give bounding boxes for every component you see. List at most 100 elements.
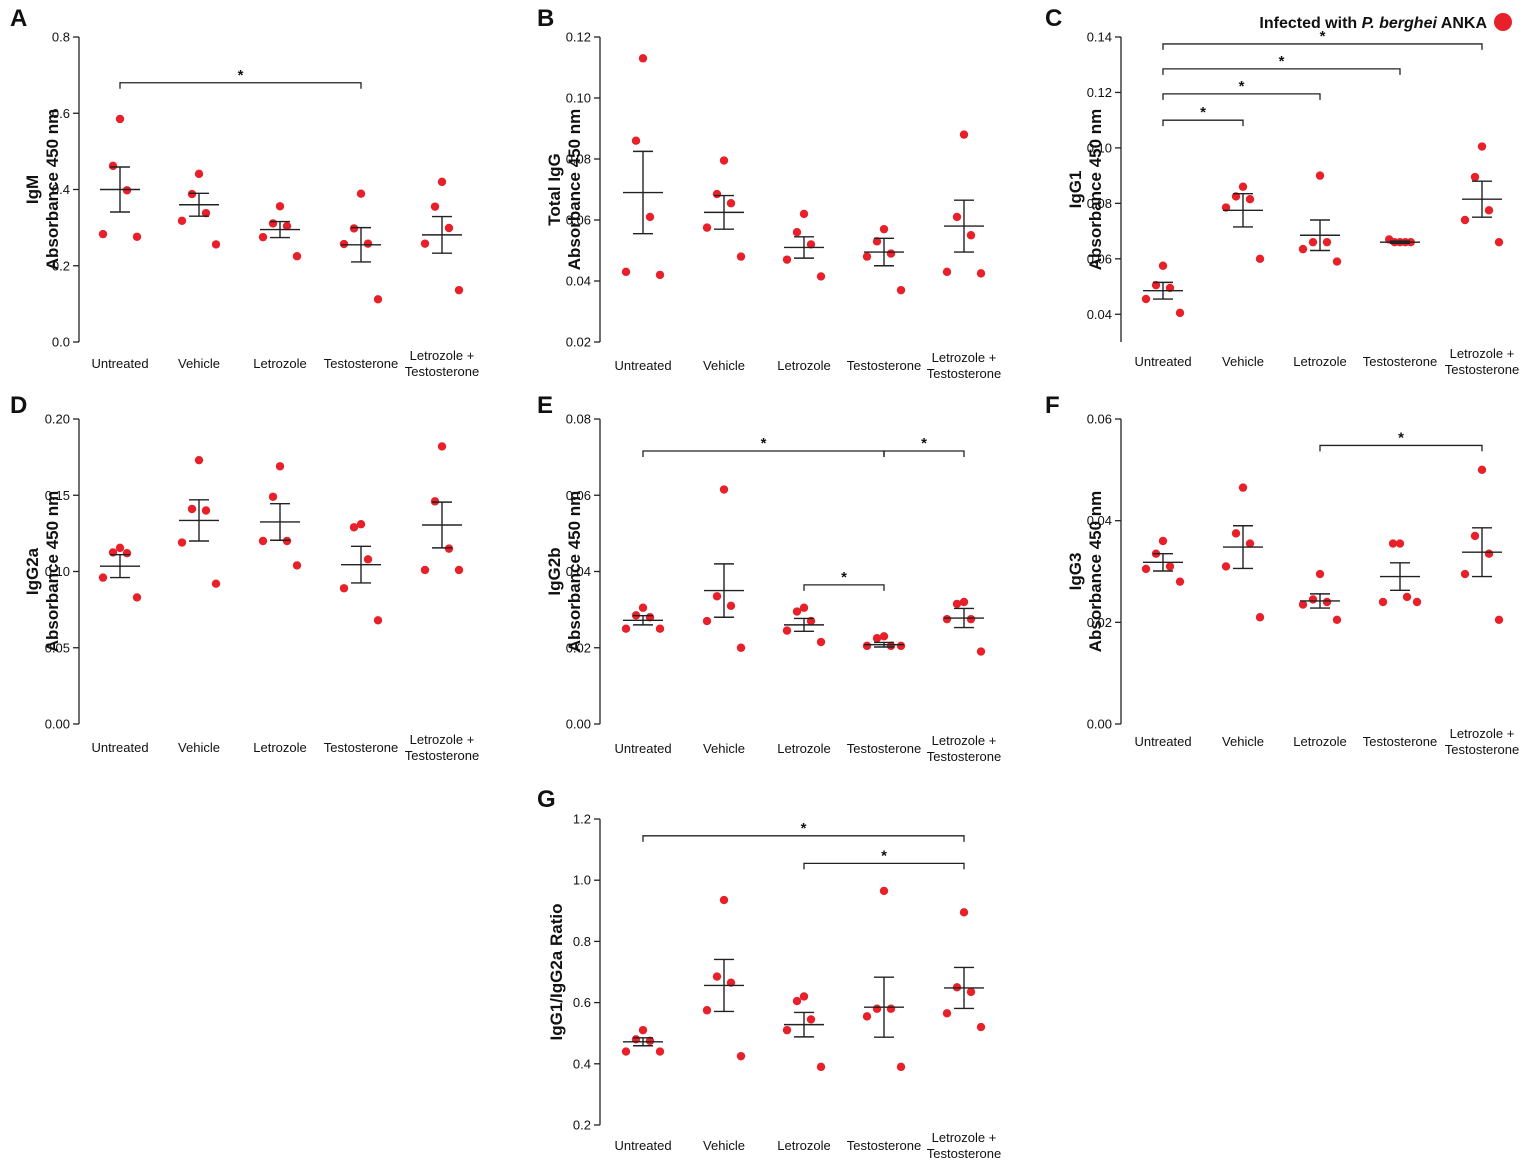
- category-label-line: Vehicle: [178, 740, 220, 755]
- data-point: [268, 219, 278, 228]
- significance-star: *: [921, 435, 927, 452]
- data-point: [1255, 254, 1265, 264]
- data-point: [373, 616, 383, 625]
- y-tick-label: 0.20: [45, 412, 70, 427]
- data-point: [1332, 615, 1342, 624]
- data-point: [1484, 549, 1494, 558]
- category-label: Untreated: [91, 356, 148, 371]
- category-label: Letrozole + Testosterone: [1445, 726, 1519, 757]
- data-point: [187, 504, 197, 514]
- data-point: [886, 249, 896, 258]
- panel-g: G 0.2 0.4 0.6 0.8 1.0 1.2 IgG1/IgG2a Ratio Untre…: [537, 786, 1001, 1161]
- data-point: [736, 1051, 746, 1061]
- significance-star: *: [841, 569, 847, 586]
- data-point: [1322, 597, 1332, 607]
- data-point: [879, 886, 889, 896]
- y-tick-label: 0.8: [573, 934, 591, 949]
- y-axis-title-line: IgG1: [1066, 171, 1085, 209]
- significance-bracket: [1162, 43, 1483, 50]
- legend-label: Infected with P. berghei ANKA: [1259, 15, 1487, 32]
- data-point: [816, 1062, 826, 1072]
- category-label-line: Testosterone: [1363, 354, 1437, 369]
- data-point: [712, 972, 722, 981]
- y-tick-label: 0.08: [566, 412, 591, 427]
- data-point: [339, 584, 349, 593]
- data-point: [430, 202, 440, 211]
- data-point: [1494, 615, 1504, 624]
- data-point: [1308, 595, 1318, 604]
- y-tick-label: 0.06: [566, 488, 591, 503]
- category-label: Letrozole: [1293, 734, 1346, 749]
- y-tick-label: 1.0: [573, 873, 591, 888]
- data-point: [966, 614, 976, 624]
- legend-species: P. berghei: [1362, 15, 1438, 32]
- significance-bracket: [803, 862, 965, 870]
- category-label-line: Vehicle: [703, 358, 745, 373]
- data-point: [275, 462, 285, 471]
- data-point: [862, 1012, 872, 1021]
- significance-bracket: [1319, 444, 1483, 452]
- data-point: [621, 267, 631, 277]
- y-tick-label: 0.4: [573, 1056, 591, 1071]
- data-point: [966, 987, 976, 997]
- category-label-line: Letrozole +: [410, 348, 475, 363]
- data-point: [959, 908, 969, 917]
- significance-star: *: [238, 67, 244, 84]
- data-point: [1322, 237, 1332, 247]
- y-tick-label: 0.05: [45, 640, 70, 655]
- data-point: [1221, 562, 1231, 571]
- data-point: [1388, 539, 1398, 548]
- data-point: [896, 1062, 906, 1072]
- category-label: Vehicle: [703, 358, 745, 373]
- y-tick-label: 0.04: [1087, 307, 1112, 322]
- data-point: [1298, 600, 1308, 609]
- category-label: Letrozole + Testosterone: [1445, 346, 1519, 377]
- data-point: [1298, 244, 1308, 254]
- data-point: [702, 616, 712, 626]
- data-point: [782, 1025, 792, 1035]
- y-tick-label: 0.06: [1087, 251, 1112, 266]
- data-point: [952, 212, 962, 222]
- data-point: [1245, 195, 1255, 204]
- data-point: [799, 209, 809, 219]
- data-point: [655, 270, 665, 280]
- category-label: Letrozole: [777, 358, 830, 373]
- significance-star: *: [761, 435, 767, 452]
- category-label-line: Letrozole +: [1450, 726, 1515, 741]
- data-point: [444, 223, 454, 233]
- y-tick-label: 0.6: [52, 106, 70, 121]
- data-point: [816, 272, 826, 281]
- y-axis-title-line: Absorbance 450 nm: [1086, 491, 1105, 653]
- data-point: [420, 239, 430, 248]
- data-point: [872, 634, 882, 643]
- data-point: [258, 232, 268, 242]
- data-point: [115, 114, 125, 124]
- data-point: [959, 597, 969, 607]
- data-point: [373, 295, 383, 304]
- significance-bracket: [1162, 68, 1401, 75]
- category-label: Vehicle: [178, 740, 220, 755]
- panel-letter: D: [10, 392, 27, 419]
- data-point: [454, 565, 464, 575]
- data-point: [201, 506, 211, 515]
- data-point: [736, 252, 746, 261]
- data-point: [194, 455, 204, 465]
- y-tick-label: 1.2: [573, 812, 591, 827]
- category-label: Testosterone: [847, 1138, 921, 1153]
- y-axis-title: IgG1/IgG2a Ratio: [547, 904, 566, 1041]
- category-label: Vehicle: [703, 1138, 745, 1153]
- y-axis-title-line: Absorbance 450 nm: [1086, 109, 1105, 271]
- data-point: [132, 232, 142, 241]
- data-point: [132, 593, 142, 602]
- data-point: [420, 565, 430, 575]
- legend: Infected with P. berghei ANKA: [1259, 13, 1512, 32]
- data-point: [454, 285, 464, 295]
- data-point: [292, 252, 302, 261]
- panel-c: C 0.04 0.06 0.08 0.10 0.12 0.14 IgG1Absorbance …: [1045, 5, 1519, 377]
- data-point: [98, 573, 108, 582]
- data-point: [976, 647, 986, 656]
- data-point: [1470, 531, 1480, 541]
- data-point: [356, 520, 366, 529]
- category-label: Letrozole: [253, 356, 306, 371]
